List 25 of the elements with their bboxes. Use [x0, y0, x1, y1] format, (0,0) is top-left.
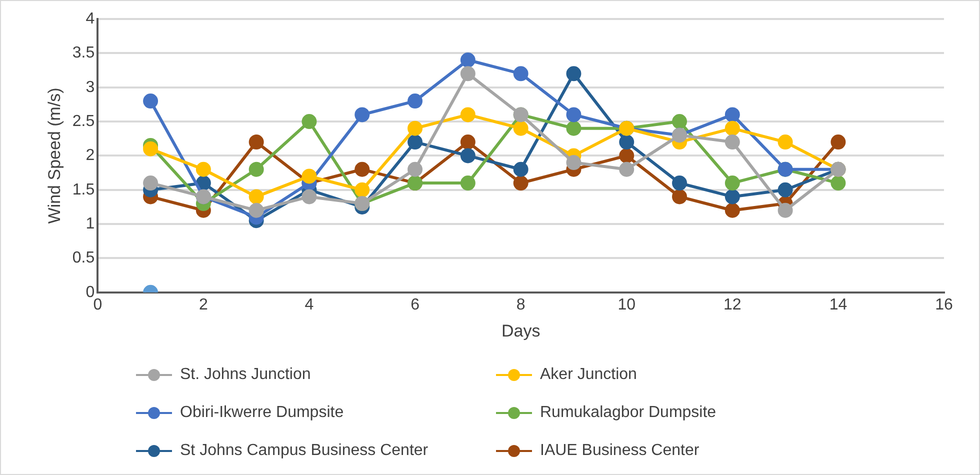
x-tick-label: 14 [829, 296, 848, 314]
legend-label: Obiri-Ikwerre Dumpsite [180, 404, 344, 422]
x-tick-label: 6 [410, 296, 420, 314]
x-tick-label: 2 [198, 296, 208, 314]
y-tick-label: 3 [86, 78, 95, 96]
legend-label: Rumukalagbor Dumpsite [540, 404, 716, 422]
y-tick-label: 4 [86, 10, 95, 28]
x-axis-title: Days [501, 321, 540, 340]
x-tick-label: 12 [724, 296, 742, 314]
x-tick-label: 4 [304, 296, 314, 314]
x-tick-label: 8 [516, 296, 526, 314]
y-tick-label: 0 [86, 284, 95, 301]
x-tick-label: 10 [618, 296, 636, 314]
x-tick-label: 16 [935, 296, 953, 314]
y-tick-label: 0.5 [72, 250, 95, 267]
legend-label: IAUE Business Center [540, 442, 700, 460]
y-tick-label: 2.5 [72, 112, 95, 130]
legend-label: St. Johns Junction [180, 366, 311, 384]
legend-label: Aker Junction [540, 366, 637, 384]
legend-label: St Johns Campus Business Center [180, 442, 428, 460]
y-tick-label: 1.5 [72, 181, 95, 198]
y-tick-label: 2 [86, 147, 95, 164]
y-axis-title: Wind Speed (m/s) [44, 88, 64, 224]
y-tick-label: 1 [86, 215, 95, 232]
y-tick-label: 3.5 [72, 44, 95, 62]
